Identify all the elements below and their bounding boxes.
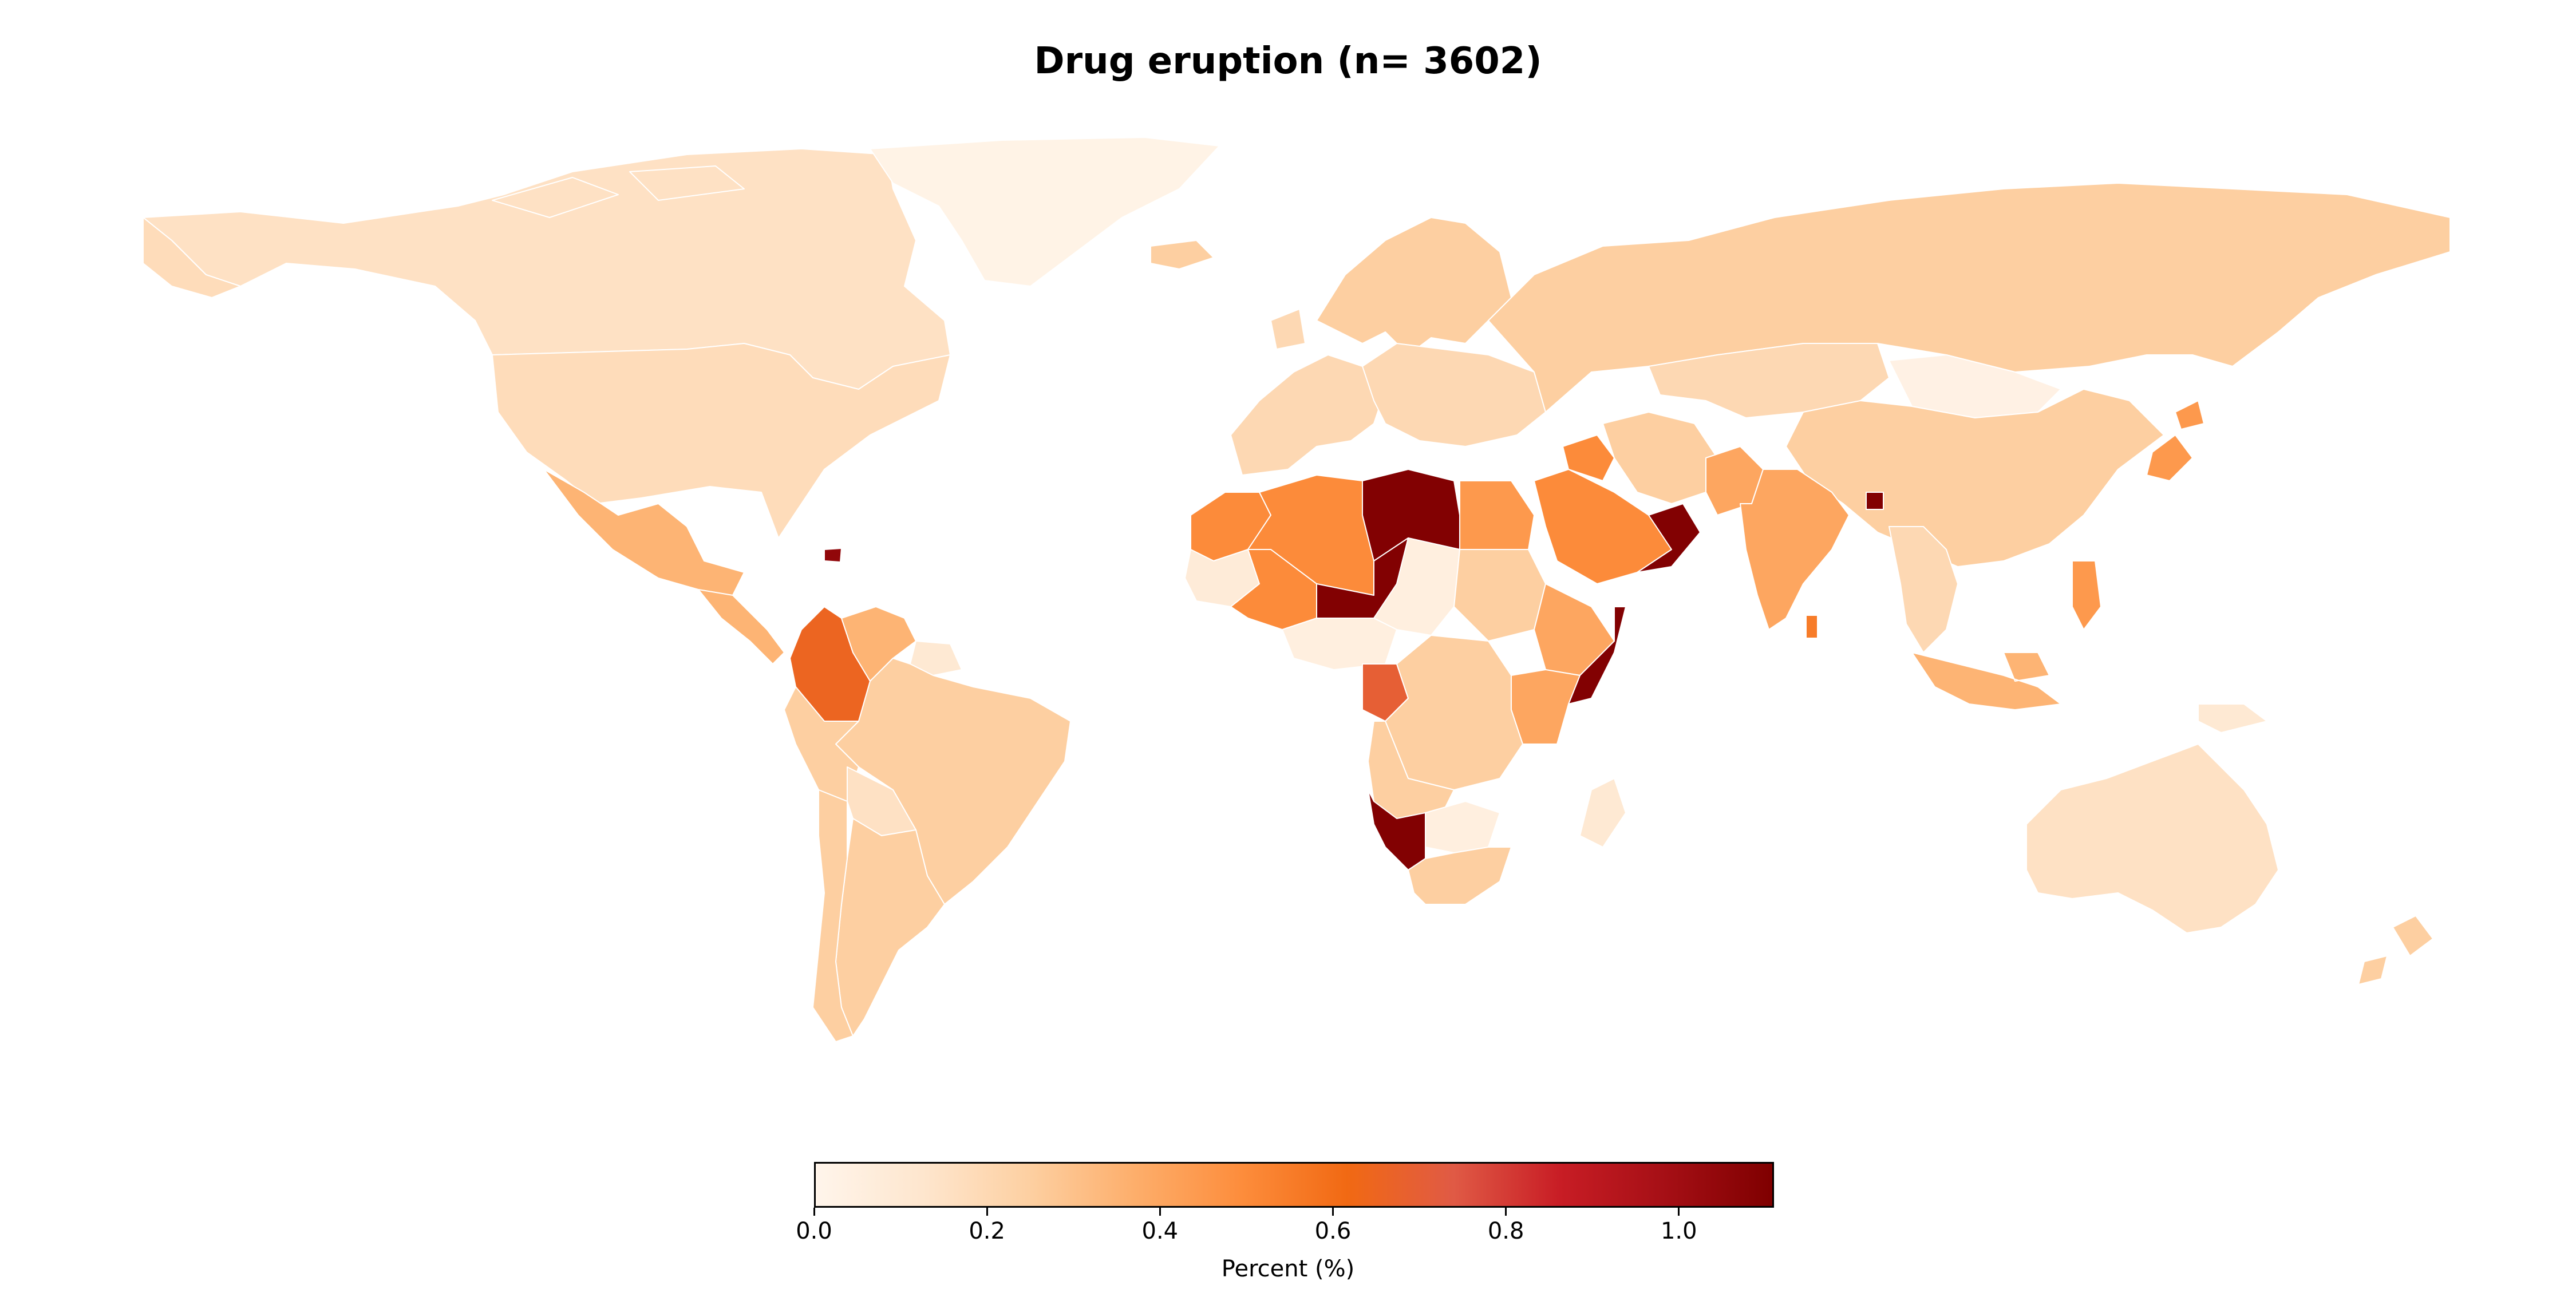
region-papua-new-guinea bbox=[2198, 703, 2267, 733]
region-madagascar bbox=[1579, 778, 1626, 848]
region-south-africa bbox=[1408, 847, 1512, 905]
region-india bbox=[1740, 469, 1850, 630]
region-new-zealand bbox=[2358, 915, 2433, 985]
region-mexico bbox=[543, 469, 745, 596]
region-venezuela bbox=[841, 606, 916, 682]
chart-title: Drug eruption (n= 3602) bbox=[1034, 40, 1542, 82]
region-sri-lanka bbox=[1805, 615, 1818, 639]
region-southeast-asia bbox=[1888, 526, 1958, 653]
region-somalia bbox=[1568, 606, 1626, 705]
region-guianas bbox=[910, 640, 962, 676]
region-bangladesh bbox=[1866, 492, 1884, 510]
region-dr-congo bbox=[1385, 635, 1523, 790]
region-central-america bbox=[698, 589, 785, 665]
region-indonesia bbox=[1911, 652, 2061, 710]
region-kenya bbox=[1511, 669, 1581, 745]
region-botswana bbox=[1425, 801, 1500, 853]
region-iran bbox=[1602, 412, 1718, 504]
region-australia bbox=[2026, 744, 2279, 934]
region-oman bbox=[1637, 503, 1701, 573]
region-japan bbox=[2146, 400, 2204, 481]
colorbar bbox=[814, 1162, 1774, 1208]
region-philippines bbox=[2072, 560, 2101, 630]
region-greenland bbox=[870, 137, 1220, 287]
colorbar-label: Percent (%) bbox=[1221, 1256, 1355, 1282]
region-haiti bbox=[824, 548, 842, 563]
region-egypt bbox=[1459, 480, 1535, 550]
region-scandinavia bbox=[1316, 217, 1512, 355]
region-eastern-europe bbox=[1362, 343, 1546, 447]
region-nigeria bbox=[1282, 618, 1397, 670]
region-china bbox=[1785, 389, 2164, 567]
region-iceland bbox=[1150, 240, 1214, 270]
region-sudan bbox=[1453, 549, 1546, 642]
region-chile bbox=[812, 789, 854, 1042]
region-iraq bbox=[1562, 434, 1615, 481]
